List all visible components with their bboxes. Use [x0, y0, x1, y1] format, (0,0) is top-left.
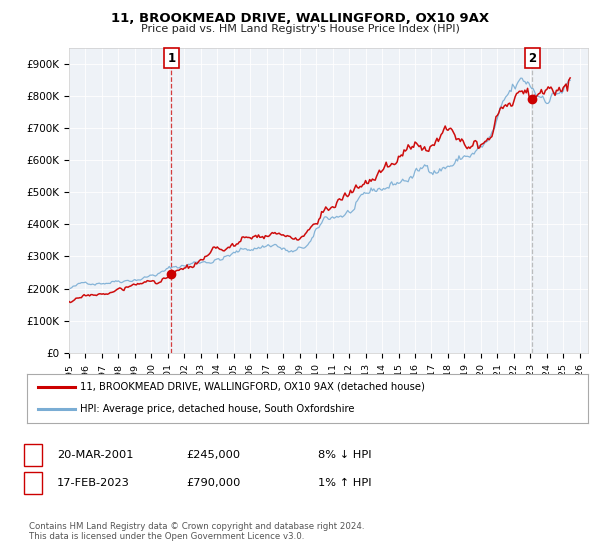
Text: £245,000: £245,000: [186, 450, 240, 460]
Text: 1% ↑ HPI: 1% ↑ HPI: [318, 478, 371, 488]
Text: 11, BROOKMEAD DRIVE, WALLINGFORD, OX10 9AX: 11, BROOKMEAD DRIVE, WALLINGFORD, OX10 9…: [111, 12, 489, 25]
Text: 2: 2: [29, 476, 37, 489]
Text: £790,000: £790,000: [186, 478, 241, 488]
Text: 8% ↓ HPI: 8% ↓ HPI: [318, 450, 371, 460]
Text: Price paid vs. HM Land Registry's House Price Index (HPI): Price paid vs. HM Land Registry's House …: [140, 24, 460, 34]
Text: 11, BROOKMEAD DRIVE, WALLINGFORD, OX10 9AX (detached house): 11, BROOKMEAD DRIVE, WALLINGFORD, OX10 9…: [80, 382, 425, 392]
Text: 20-MAR-2001: 20-MAR-2001: [57, 450, 133, 460]
Text: Contains HM Land Registry data © Crown copyright and database right 2024.
This d: Contains HM Land Registry data © Crown c…: [29, 522, 364, 542]
Text: 2: 2: [528, 52, 536, 65]
Text: HPI: Average price, detached house, South Oxfordshire: HPI: Average price, detached house, Sout…: [80, 404, 355, 414]
Text: 1: 1: [29, 448, 37, 461]
Text: 17-FEB-2023: 17-FEB-2023: [57, 478, 130, 488]
Text: 1: 1: [167, 52, 176, 65]
